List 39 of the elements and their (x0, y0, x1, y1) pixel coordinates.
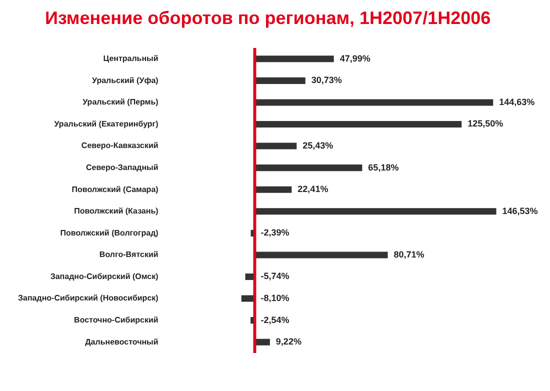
y-tick-label: Западно-Сибирский (Новосибирск) (18, 294, 159, 303)
data-label: 25,43% (302, 140, 334, 151)
bar (254, 99, 494, 106)
y-tick-label: Северо-Кавказский (81, 141, 158, 150)
bar (254, 142, 297, 150)
data-label: 146,53% (502, 206, 538, 216)
bar (254, 56, 334, 62)
y-tick-label: Поволжский (Самара) (72, 184, 159, 194)
data-label: 9,22% (276, 336, 302, 347)
bar (254, 120, 462, 128)
bar (254, 164, 362, 172)
data-label: -5,74% (260, 271, 290, 282)
data-label: 65,18% (368, 162, 399, 172)
bar (254, 77, 306, 84)
bar (254, 252, 388, 258)
y-tick-label: Уральский (Екатеринбург) (54, 119, 159, 128)
y-tick-label: Уральский (Уфа) (92, 76, 159, 85)
y-tick-label: Дальневосточный (85, 337, 158, 346)
y-tick-label: Центральный (103, 54, 158, 64)
data-label: -2,39% (260, 228, 290, 238)
data-label: 30,73% (311, 75, 342, 86)
y-tick-label: Волго-Вятский (99, 250, 158, 260)
data-label: 80,71% (394, 249, 424, 260)
data-label: -8,10% (260, 293, 290, 304)
bar (254, 186, 292, 193)
y-tick-label: Западно-Сибирский (Омск) (50, 272, 159, 281)
bar (254, 338, 270, 346)
data-label: 22,41% (298, 184, 328, 194)
bar (254, 208, 496, 215)
chart-title: Изменение оборотов по регионам, 1H2007/1H2006 (45, 8, 491, 29)
y-tick-label: Поволжский (Волгоград) (60, 228, 159, 238)
y-tick-label: Северо-Западный (86, 163, 158, 172)
y-tick-label: Уральский (Пермь) (82, 98, 159, 107)
data-label: 144,63% (499, 96, 535, 107)
y-tick-label: Восточно-Сибирский (74, 316, 158, 325)
data-label: 47,99% (340, 53, 370, 64)
data-label: -2,54% (260, 314, 290, 325)
data-label: 125,50% (468, 118, 504, 129)
y-tick-label: Поволжский (Казань) (74, 206, 159, 216)
